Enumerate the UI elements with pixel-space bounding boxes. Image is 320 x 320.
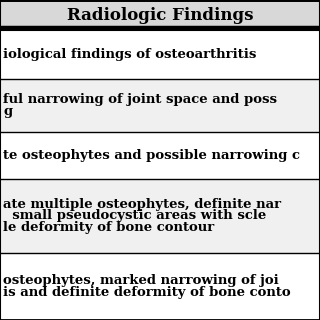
Text: is and definite deformity of bone conto: is and definite deformity of bone conto — [3, 286, 291, 299]
Text: ful narrowing of joint space and poss: ful narrowing of joint space and poss — [3, 93, 277, 106]
Bar — [0, 132, 320, 179]
Text: Radiologic Findings: Radiologic Findings — [67, 7, 253, 24]
Text: le deformity of bone contour: le deformity of bone contour — [3, 221, 214, 234]
Text: iological findings of osteoarthritis: iological findings of osteoarthritis — [3, 48, 257, 61]
Bar — [0, 79, 320, 132]
Text: small pseudocystic areas with scle: small pseudocystic areas with scle — [3, 209, 267, 222]
Bar — [0, 179, 320, 253]
Text: te osteophytes and possible narrowing c: te osteophytes and possible narrowing c — [3, 149, 300, 162]
Text: ate multiple osteophytes, definite nar: ate multiple osteophytes, definite nar — [3, 198, 281, 211]
Text: g: g — [3, 105, 12, 118]
Bar — [0, 0, 320, 30]
Bar — [0, 253, 320, 320]
Text: osteophytes, marked narrowing of joi: osteophytes, marked narrowing of joi — [3, 274, 279, 287]
Bar — [0, 30, 320, 79]
